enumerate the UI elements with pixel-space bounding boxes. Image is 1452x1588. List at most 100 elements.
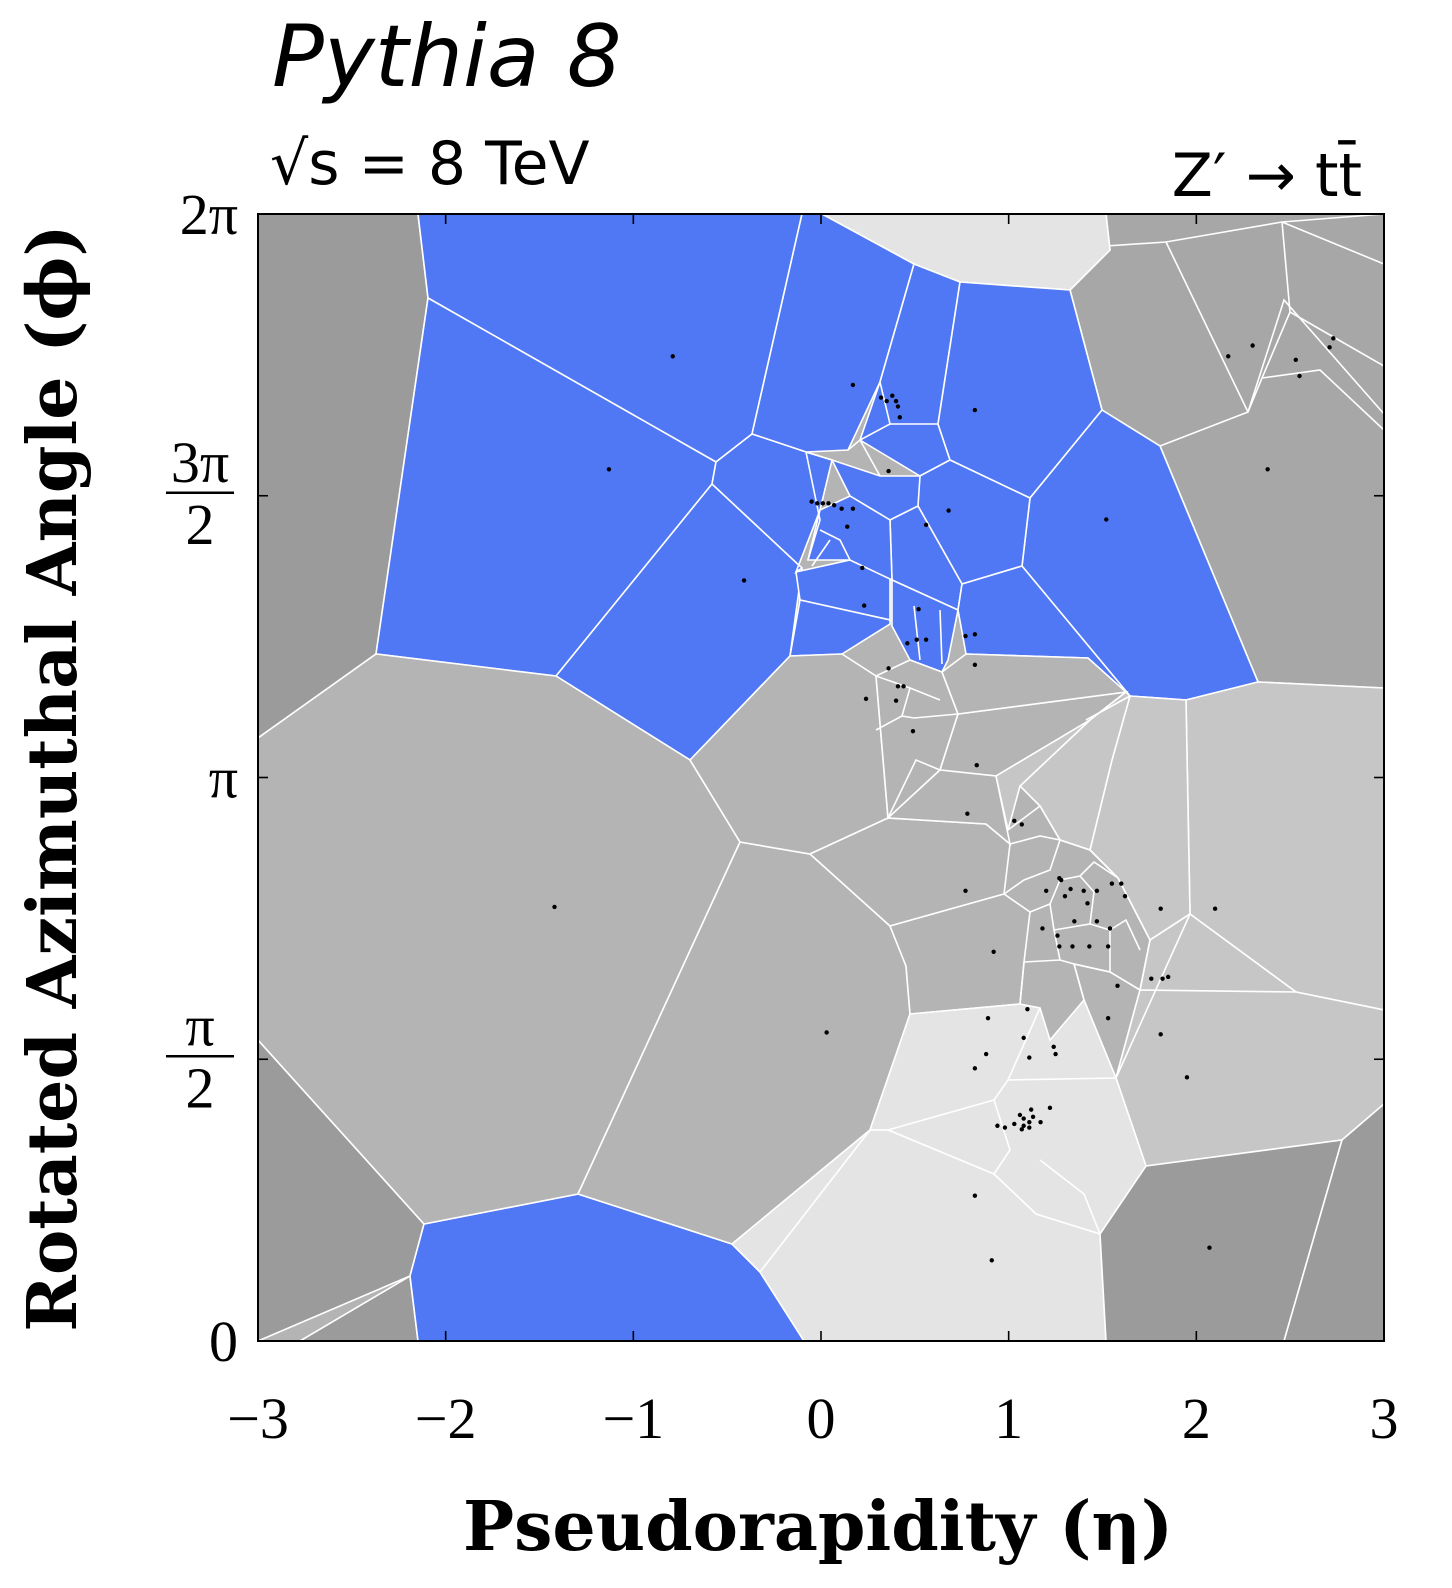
particle-point xyxy=(972,1193,978,1198)
particle-point xyxy=(910,728,916,734)
particle-point xyxy=(1068,886,1073,892)
particle-point xyxy=(741,578,747,583)
particle-point xyxy=(839,506,844,511)
voronoi-cell xyxy=(941,653,1128,715)
particle-point xyxy=(1030,1114,1036,1119)
voronoi-edge xyxy=(939,609,943,665)
axis-ticks xyxy=(257,213,1385,1342)
particle-point xyxy=(1012,818,1017,824)
particle-point xyxy=(995,1123,1000,1128)
particle-point xyxy=(914,637,919,642)
y-tick-label: 0 xyxy=(209,1309,238,1374)
particle-point xyxy=(1085,901,1090,906)
particle-point xyxy=(985,1015,991,1021)
particle-point xyxy=(606,467,612,472)
particle-point xyxy=(1062,893,1068,899)
voronoi-edge xyxy=(1029,860,1119,913)
particle-markers xyxy=(552,336,1336,1263)
particle-point xyxy=(989,1258,994,1263)
particle-point xyxy=(850,382,856,388)
particle-point xyxy=(1021,1035,1026,1041)
voronoi-edge xyxy=(1079,875,1095,925)
y-tick-numerator: 3π xyxy=(171,430,229,495)
voronoi-edge xyxy=(1007,804,1151,1001)
particle-point xyxy=(991,949,996,954)
particle-point xyxy=(965,811,970,816)
particle-point xyxy=(1107,926,1113,931)
voronoi-edge xyxy=(1003,839,1061,895)
voronoi-edge xyxy=(859,439,881,477)
particle-point xyxy=(861,603,867,608)
y-tick-label: 2π xyxy=(180,182,238,247)
particle-point xyxy=(1265,467,1270,472)
particle-point xyxy=(1019,822,1025,827)
particle-point xyxy=(1027,1125,1032,1130)
voronoi-edge xyxy=(887,1099,995,1131)
particle-point xyxy=(895,404,901,409)
particle-point xyxy=(809,499,814,504)
voronoi-edge xyxy=(811,539,831,567)
particle-point xyxy=(1165,974,1171,980)
x-axis-label: Pseudorapidity (η) xyxy=(463,1487,1173,1567)
particle-point xyxy=(1059,877,1064,883)
voronoi-edge xyxy=(913,605,921,661)
y-axis-label: Rotated Azimuthal Angle (ϕ) xyxy=(13,224,93,1331)
particle-point xyxy=(1327,345,1332,350)
particle-point xyxy=(1207,1245,1212,1250)
particle-point xyxy=(972,407,978,413)
particle-point xyxy=(1055,933,1060,938)
particle-point xyxy=(1149,976,1154,981)
voronoi-edge xyxy=(1165,241,1249,413)
particle-point xyxy=(1115,983,1120,989)
particle-point xyxy=(1025,1006,1030,1012)
particle-point xyxy=(983,1051,989,1057)
particle-point xyxy=(1331,336,1336,341)
y-tick-numerator: π xyxy=(185,993,214,1058)
particle-point xyxy=(1119,881,1124,886)
particle-point xyxy=(878,395,884,400)
y-tick-denominator: 2 xyxy=(186,1055,215,1120)
voronoi-edge xyxy=(1289,311,1384,367)
particle-point xyxy=(826,501,831,506)
particle-point xyxy=(890,393,895,398)
voronoi-cell xyxy=(886,769,1012,847)
particle-point xyxy=(1070,944,1075,949)
particle-point xyxy=(963,633,968,639)
chart-title: Pythia 8 xyxy=(272,7,622,107)
particle-point xyxy=(824,1030,829,1035)
voronoi-edge xyxy=(1019,961,1025,1005)
particle-point xyxy=(1044,888,1049,893)
x-tick-label: 0 xyxy=(807,1386,836,1451)
particle-point xyxy=(1160,976,1165,981)
particle-point xyxy=(1047,1105,1053,1111)
voronoi-edge xyxy=(1009,835,1061,845)
particle-point xyxy=(901,684,906,689)
particle-point xyxy=(820,501,826,506)
process-label: Z′ → tt̄ xyxy=(1172,139,1362,211)
particle-point xyxy=(1104,517,1109,522)
x-tick-label: −1 xyxy=(602,1386,664,1451)
particle-point xyxy=(1226,354,1231,359)
particle-point xyxy=(972,632,978,637)
particle-point xyxy=(893,698,899,703)
particle-point xyxy=(815,501,820,506)
particle-point xyxy=(1027,1119,1032,1125)
particle-point xyxy=(1109,881,1115,886)
voronoi-edge xyxy=(1149,913,1191,941)
x-tick-label: −2 xyxy=(415,1386,477,1451)
particle-point xyxy=(1212,906,1218,911)
voronoi-edge xyxy=(1105,214,1384,247)
voronoi-edge xyxy=(901,713,959,719)
particle-point xyxy=(1012,1121,1017,1127)
particle-point xyxy=(1122,893,1128,899)
particle-point xyxy=(1038,1119,1043,1125)
voronoi-edge xyxy=(847,381,891,451)
y-tick-denominator: 2 xyxy=(186,492,215,557)
voronoi-edge xyxy=(1007,1077,1117,1081)
particle-point xyxy=(1028,1107,1034,1112)
x-tick-label: 2 xyxy=(1182,1386,1211,1451)
particle-point xyxy=(670,354,675,359)
particle-point xyxy=(886,666,891,671)
